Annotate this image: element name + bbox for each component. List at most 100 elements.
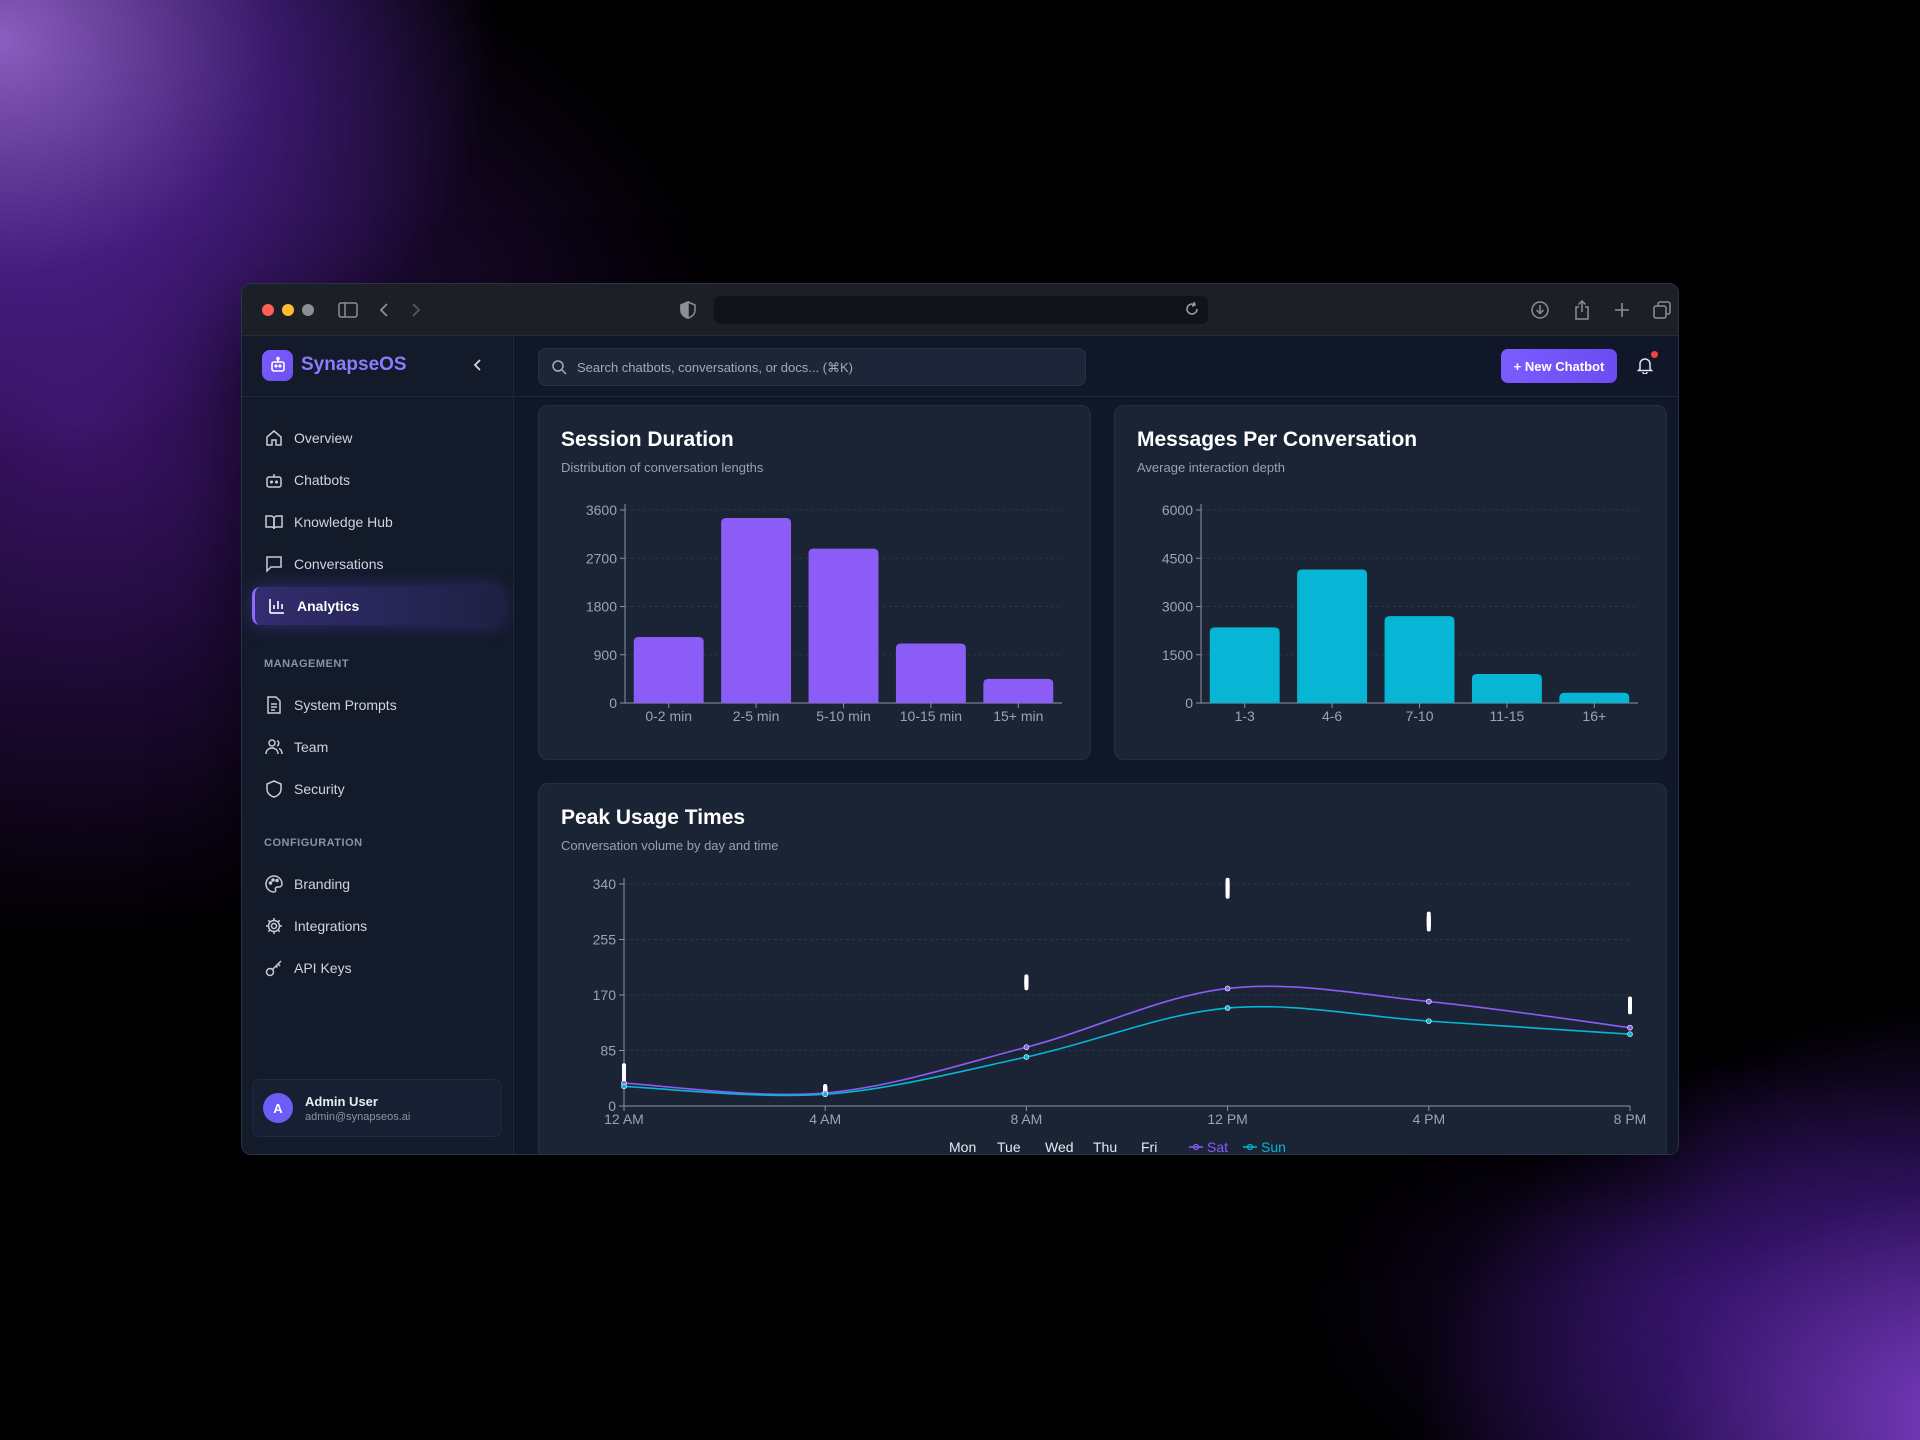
palette-icon bbox=[264, 874, 284, 894]
sidebar-item-security[interactable]: Security bbox=[252, 770, 502, 808]
topbar-divider bbox=[514, 396, 1678, 397]
bell-icon[interactable] bbox=[1636, 356, 1656, 376]
reload-icon[interactable] bbox=[1184, 301, 1202, 319]
sidebar-item-overview[interactable]: Overview bbox=[252, 419, 502, 457]
chart-title: Peak Usage Times bbox=[561, 806, 746, 829]
peak-usage-chart: 0 85 170 255 340 12 AM 4 AM 8 AM 12 PM 4 PM 8 PM Mo… bbox=[593, 876, 1647, 1155]
sidebar-item-conversations[interactable]: Conversations bbox=[252, 545, 502, 583]
sidebar-toggle-icon[interactable] bbox=[336, 298, 360, 322]
bar bbox=[633, 637, 704, 703]
x-tick-label: 1-3 bbox=[1235, 708, 1255, 724]
sidebar-item-knowledge-hub[interactable]: Knowledge Hub bbox=[252, 503, 502, 541]
gear-icon bbox=[264, 916, 284, 936]
sidebar-item-label: Team bbox=[294, 739, 329, 755]
user-name: Admin User bbox=[305, 1093, 378, 1109]
x-tick-label: 10-15 min bbox=[900, 708, 962, 724]
back-icon[interactable] bbox=[372, 298, 396, 322]
sidebar-item-integrations[interactable]: Integrations bbox=[252, 907, 502, 945]
privacy-shield-icon[interactable] bbox=[676, 298, 700, 322]
session-duration-card: Session Duration Distribution of convers… bbox=[538, 405, 1091, 760]
brand-name: SynapseOS bbox=[301, 354, 407, 375]
users-icon bbox=[264, 737, 284, 757]
tab-overview-icon[interactable] bbox=[1650, 298, 1674, 322]
bot-logo-icon bbox=[262, 349, 293, 381]
bar bbox=[1209, 627, 1280, 703]
x-tick-label: 2-5 min bbox=[733, 708, 780, 724]
x-tick-label: 15+ min bbox=[993, 708, 1043, 724]
sidebar-item-label: Knowledge Hub bbox=[294, 514, 393, 530]
sidebar-item-label: Overview bbox=[294, 430, 353, 446]
y-tick-label: 6000 bbox=[1162, 502, 1193, 518]
share-icon[interactable] bbox=[1570, 298, 1594, 322]
y-tick-label: 0 bbox=[608, 1098, 616, 1114]
bar bbox=[721, 518, 792, 703]
y-tick-label: 0 bbox=[1185, 695, 1193, 711]
x-tick-label: 0-2 min bbox=[645, 708, 692, 724]
close-window-button[interactable] bbox=[262, 304, 274, 316]
x-tick-label: 5-10 min bbox=[816, 708, 870, 724]
legend-marker-sun bbox=[1246, 1143, 1254, 1151]
x-tick-label: 4-6 bbox=[1322, 708, 1342, 724]
y-tick-label: 85 bbox=[600, 1043, 616, 1059]
search-input[interactable] bbox=[577, 359, 1057, 375]
messages-per-conversation-chart: 0 1500 3000 4500 6000 1-3 4-6 7-10 11-15 16+ bbox=[1162, 502, 1638, 724]
data-point-sun bbox=[1627, 1031, 1633, 1037]
avatar: A bbox=[263, 1093, 293, 1123]
browser-window: SynapseOS Overview Chatbots Knowledge Hu… bbox=[241, 283, 1679, 1155]
minimize-window-button[interactable] bbox=[282, 304, 294, 316]
sidebar-item-team[interactable]: Team bbox=[252, 728, 502, 766]
legend-label-sat: Sat bbox=[1207, 1139, 1228, 1155]
x-tick-label: 4 PM bbox=[1412, 1111, 1445, 1127]
data-point-fri bbox=[1225, 885, 1230, 896]
y-tick-label: 2700 bbox=[586, 550, 617, 566]
data-point-fri bbox=[1426, 916, 1431, 927]
legend-label-wed: Wed bbox=[1045, 1139, 1074, 1155]
new-tab-icon[interactable] bbox=[1610, 298, 1634, 322]
x-tick-label: 11-15 bbox=[1490, 708, 1525, 724]
x-tick-label: 4 AM bbox=[809, 1111, 841, 1127]
zoom-window-button[interactable] bbox=[302, 304, 314, 316]
sidebar-item-api-keys[interactable]: API Keys bbox=[252, 949, 502, 987]
y-tick-label: 170 bbox=[593, 987, 617, 1003]
main-content: + New Chatbot Session Duration Distribut… bbox=[514, 336, 1678, 1155]
data-point-sun bbox=[1224, 1005, 1231, 1011]
new-chatbot-button[interactable]: + New Chatbot bbox=[1501, 349, 1617, 383]
data-point-sun bbox=[1023, 1054, 1030, 1060]
forward-icon[interactable] bbox=[404, 298, 428, 322]
bar bbox=[1559, 692, 1630, 703]
chart-subtitle: Distribution of conversation lengths bbox=[561, 460, 764, 475]
y-tick-label: 3600 bbox=[586, 502, 617, 518]
download-icon[interactable] bbox=[1528, 298, 1552, 322]
legend-marker-sat bbox=[1192, 1143, 1200, 1151]
x-tick-label: 7-10 bbox=[1405, 708, 1433, 724]
y-tick-label: 3000 bbox=[1162, 599, 1193, 615]
sidebar-item-branding[interactable]: Branding bbox=[252, 865, 502, 903]
bar bbox=[1384, 616, 1455, 703]
user-profile-card[interactable]: A Admin User admin@synapseos.ai bbox=[252, 1079, 502, 1137]
chart-subtitle: Conversation volume by day and time bbox=[561, 838, 779, 853]
sidebar-item-chatbots[interactable]: Chatbots bbox=[252, 461, 502, 499]
chart-subtitle: Average interaction depth bbox=[1137, 460, 1285, 475]
address-bar[interactable] bbox=[714, 296, 1208, 324]
collapse-sidebar-icon[interactable] bbox=[467, 354, 489, 376]
legend-label-fri: Fri bbox=[1141, 1139, 1157, 1155]
document-icon bbox=[264, 695, 284, 715]
data-point-sun bbox=[621, 1083, 627, 1090]
chart-title: Session Duration bbox=[561, 428, 734, 451]
search-bar[interactable] bbox=[538, 348, 1086, 386]
sidebar-item-system-prompts[interactable]: System Prompts bbox=[252, 686, 502, 724]
section-label-management: MANAGEMENT bbox=[264, 658, 350, 670]
data-point-sat bbox=[1627, 1024, 1633, 1031]
y-tick-label: 0 bbox=[609, 695, 617, 711]
data-point-sun bbox=[822, 1091, 829, 1098]
messages-per-conversation-card: Messages Per Conversation Average intera… bbox=[1114, 405, 1667, 760]
data-point-fri bbox=[1628, 997, 1632, 1008]
data-point-sat bbox=[1425, 998, 1432, 1005]
search-icon bbox=[551, 359, 567, 375]
sidebar-item-analytics[interactable]: Analytics bbox=[252, 587, 502, 625]
brand[interactable]: SynapseOS bbox=[262, 349, 407, 381]
series-line-sun bbox=[623, 1005, 1631, 1097]
sidebar-item-label: Analytics bbox=[297, 598, 360, 614]
bar-chart-icon bbox=[267, 596, 287, 616]
bar bbox=[895, 643, 966, 703]
